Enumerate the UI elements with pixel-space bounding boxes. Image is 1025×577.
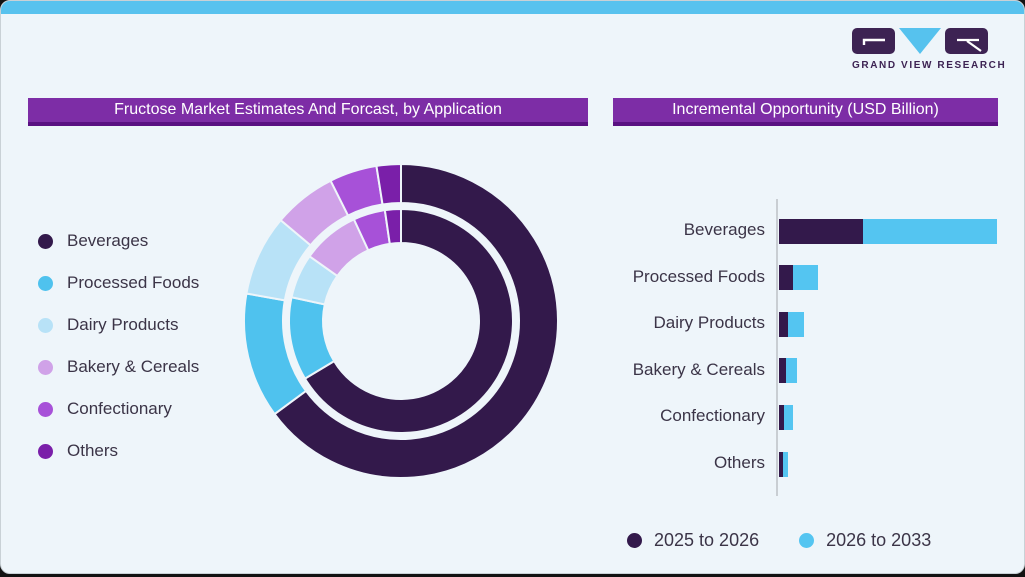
- legend-dot-others: [38, 443, 53, 459]
- bar-segment-2025-to-2026-confectionary: [779, 404, 784, 430]
- bar-segment-2026-to-2033-others: [783, 451, 788, 477]
- bar-segment-2026-to-2033-bakery-cereals: [785, 358, 797, 384]
- bar-segment-2025-to-2026-beverages: [779, 218, 863, 244]
- legend-dot-dairy-products: [38, 317, 53, 333]
- bar-legend-label: 2025 to 2026: [654, 529, 760, 550]
- logo-wordmark: GRAND VIEW RESEARCH: [852, 60, 1007, 71]
- donut-segment-inner-ring-beverages: [303, 207, 514, 434]
- bar-segment-2026-to-2033-confectionary: [784, 404, 793, 430]
- bar-row-label-bakery-cereals: Bakery & Cereals: [632, 359, 765, 379]
- legend-item-dairy-products: Dairy Products: [38, 304, 199, 346]
- legend-dot-bakery-cereals: [38, 359, 53, 375]
- left-panel-title: Fructose Market Estimates And Forcast, b…: [114, 101, 502, 118]
- right-panel-title: Incremental Opportunity (USD Billion): [672, 101, 939, 118]
- bar-legend-dot-2025-to-2026: [627, 532, 642, 548]
- donut-segment-inner-ring-others: [383, 207, 402, 245]
- legend-label: Processed Foods: [67, 273, 200, 292]
- donut-chart: [243, 162, 559, 479]
- logo-g-icon: [852, 28, 895, 54]
- bar-segment-2025-to-2026-bakery-cereals: [779, 358, 786, 384]
- logo-v-icon: [899, 28, 941, 54]
- bar-row-label-others: Others: [713, 453, 765, 472]
- bar-row-processed-foods: [779, 265, 818, 291]
- legend-item-bakery-cereals: Bakery & Cereals: [38, 346, 199, 388]
- legend-label: Dairy Products: [67, 315, 179, 334]
- legend-label: Bakery & Cereals: [67, 357, 200, 376]
- donut-legend: Beverages Processed Foods Dairy Products Ba…: [38, 220, 199, 472]
- bar-row-label-confectionary: Confectionary: [660, 406, 765, 426]
- bar-segment-2025-to-2026-others: [779, 451, 783, 477]
- left-title-bottom-edge: [28, 122, 588, 126]
- bar-legend-item-2026-to-2033: 2026 to 2033: [799, 529, 931, 551]
- legend-item-processed-foods: Processed Foods: [38, 262, 199, 304]
- bar-row-label-processed-foods: Processed Foods: [632, 266, 765, 286]
- legend-item-beverages: Beverages: [38, 220, 199, 262]
- bar-segment-2025-to-2026-dairy-products: [779, 311, 788, 337]
- bar-row-confectionary: [779, 404, 793, 430]
- legend-dot-processed-foods: [38, 275, 53, 291]
- bar-segment-2026-to-2033-processed-foods: [793, 265, 818, 291]
- bar-segment-2025-to-2026-processed-foods: [779, 265, 793, 291]
- bar-row-beverages: [779, 218, 997, 244]
- top-accent-bar: [1, 1, 1024, 14]
- bar-row-dairy-products: [779, 311, 804, 337]
- right-title-bottom-edge: [613, 122, 998, 126]
- logo-r-icon: [945, 28, 988, 54]
- legend-dot-beverages: [38, 233, 53, 249]
- legend-dot-confectionary: [38, 401, 53, 417]
- bar-legend-label: 2026 to 2033: [826, 529, 932, 550]
- legend-label: Others: [67, 441, 119, 460]
- bar-chart-legend: 2025 to 2026 2026 to 2033: [627, 529, 971, 551]
- donut-segment-outer-ring-others: [375, 162, 402, 206]
- legend-label: Beverages: [67, 231, 149, 250]
- bar-legend-item-2025-to-2026: 2025 to 2026: [627, 529, 759, 551]
- logo-glyphs: [852, 28, 1002, 54]
- legend-label: Confectionary: [67, 399, 172, 418]
- bar-chart-axis: [776, 199, 778, 496]
- bar-row-label-beverages: Beverages: [683, 220, 765, 239]
- bar-row-bakery-cereals: [779, 358, 797, 384]
- bar-legend-dot-2026-to-2033: [799, 532, 815, 548]
- bar-segment-2026-to-2033-beverages: [863, 218, 997, 244]
- legend-item-others: Others: [38, 430, 199, 472]
- donut-segment-outer-ring-beverages: [273, 162, 559, 479]
- bar-segment-2026-to-2033-dairy-products: [788, 311, 804, 337]
- bar-row-label-dairy-products: Dairy Products: [653, 313, 765, 333]
- right-panel-title-bar: Incremental Opportunity (USD Billion): [613, 98, 998, 126]
- bar-row-others: [779, 451, 788, 477]
- legend-item-confectionary: Confectionary: [38, 388, 199, 430]
- left-panel-title-bar: Fructose Market Estimates And Forcast, b…: [28, 98, 588, 126]
- grand-view-research-logo: GRAND VIEW RESEARCH: [852, 28, 1007, 71]
